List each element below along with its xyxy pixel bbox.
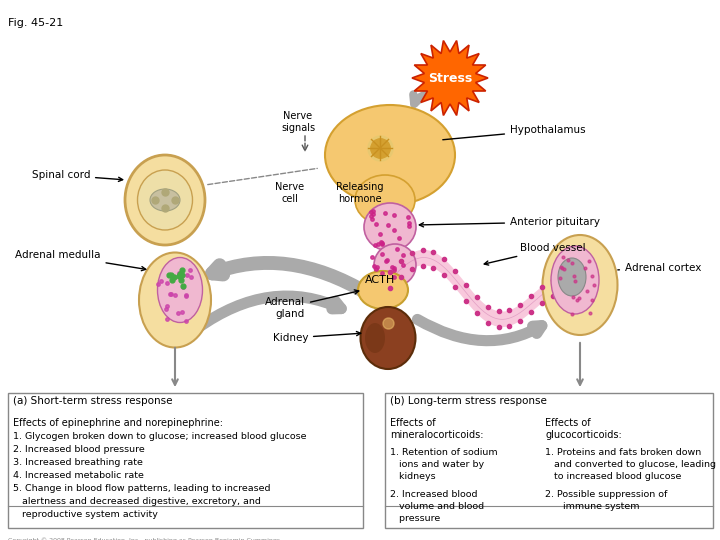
Text: to increased blood glucose: to increased blood glucose [545, 472, 681, 481]
Ellipse shape [358, 271, 408, 309]
Text: Releasing
hormone: Releasing hormone [336, 182, 384, 204]
Ellipse shape [374, 244, 416, 286]
Text: Anterior pituitary: Anterior pituitary [419, 217, 600, 227]
Text: pressure: pressure [390, 514, 440, 523]
Ellipse shape [325, 105, 455, 205]
Text: ions and water by: ions and water by [390, 460, 484, 469]
Text: 2. Increased blood pressure: 2. Increased blood pressure [13, 445, 145, 454]
Text: Hypothalamus: Hypothalamus [443, 125, 585, 140]
Text: 4. Increased metabolic rate: 4. Increased metabolic rate [13, 471, 144, 480]
Ellipse shape [361, 307, 415, 369]
Text: ACTH: ACTH [365, 275, 395, 285]
Polygon shape [412, 40, 488, 116]
Ellipse shape [365, 323, 385, 353]
Ellipse shape [355, 175, 415, 225]
Text: 2. Increased blood: 2. Increased blood [390, 490, 477, 499]
Ellipse shape [139, 253, 211, 348]
Text: Effects of
glucocorticoids:: Effects of glucocorticoids: [545, 418, 622, 440]
Ellipse shape [125, 155, 205, 245]
Ellipse shape [138, 170, 192, 230]
Text: Spinal cord: Spinal cord [32, 170, 122, 181]
Text: 2. Possible suppression of: 2. Possible suppression of [545, 490, 667, 499]
Text: Effects of epinephrine and norepinephrine:: Effects of epinephrine and norepinephrin… [13, 418, 223, 428]
Ellipse shape [158, 258, 202, 322]
Text: 1. Retention of sodium: 1. Retention of sodium [390, 448, 498, 457]
Text: Nerve
signals: Nerve signals [281, 111, 315, 133]
Text: 3. Increased breathing rate: 3. Increased breathing rate [13, 458, 143, 467]
Ellipse shape [364, 203, 416, 251]
Text: 1. Proteins and fats broken down: 1. Proteins and fats broken down [545, 448, 701, 457]
Ellipse shape [551, 246, 599, 314]
Text: kidneys: kidneys [390, 472, 436, 481]
Text: Stress: Stress [428, 71, 472, 84]
Ellipse shape [542, 235, 618, 335]
Text: and converted to glucose, leading: and converted to glucose, leading [545, 460, 716, 469]
Text: Effects of
mineralocorticoids:: Effects of mineralocorticoids: [390, 418, 484, 440]
Text: Fig. 45-21: Fig. 45-21 [8, 18, 63, 28]
Text: Adrenal
gland: Adrenal gland [265, 290, 359, 319]
Bar [385, 393, 713, 528]
Text: reproductive system activity: reproductive system activity [13, 510, 158, 519]
Text: (a) Short-term stress response: (a) Short-term stress response [13, 396, 173, 406]
Text: immune system: immune system [545, 502, 639, 511]
Text: Adrenal medulla: Adrenal medulla [15, 250, 145, 271]
Text: 1. Glycogen broken down to glucose; increased blood glucose: 1. Glycogen broken down to glucose; incr… [13, 432, 307, 441]
Text: volume and blood: volume and blood [390, 502, 484, 511]
Text: alertness and decreased digestive, excretory, and: alertness and decreased digestive, excre… [13, 497, 261, 506]
Ellipse shape [558, 258, 586, 296]
Text: Adrenal cortex: Adrenal cortex [618, 263, 701, 273]
Text: Blood vessel: Blood vessel [485, 243, 585, 265]
Text: Copyright © 2008 Pearson Education, Inc., publishing as Pearson Benjamin Cumming: Copyright © 2008 Pearson Education, Inc.… [8, 537, 282, 540]
Text: Nerve
cell: Nerve cell [276, 182, 305, 204]
Ellipse shape [150, 189, 180, 211]
Text: Kidney: Kidney [272, 332, 361, 343]
Text: (b) Long-term stress response: (b) Long-term stress response [390, 396, 547, 406]
Bar [8, 393, 363, 528]
Text: 5. Change in blood flow patterns, leading to increased: 5. Change in blood flow patterns, leadin… [13, 484, 271, 493]
